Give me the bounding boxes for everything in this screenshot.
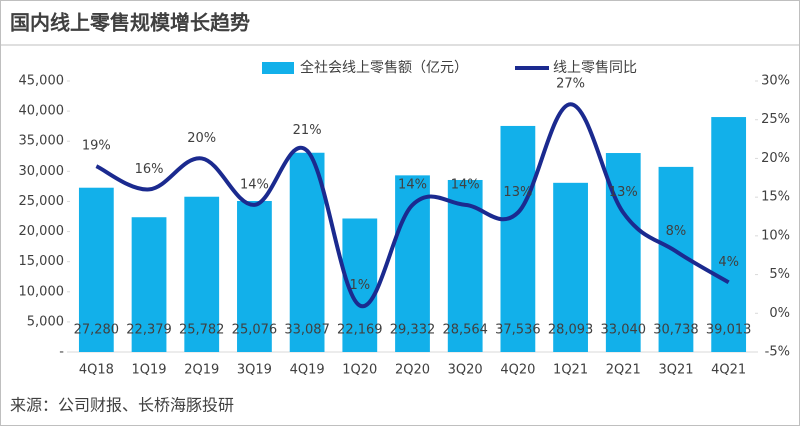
line-value-label: 14% — [240, 177, 269, 192]
bar-value-label: 28,093 — [548, 323, 594, 338]
x-tick-label: 1Q21 — [553, 363, 588, 378]
x-tick-label: 2Q19 — [184, 363, 219, 378]
line-value-label: 13% — [503, 185, 532, 200]
x-tick-label: 1Q19 — [132, 363, 167, 378]
y2-tick-label: 20% — [761, 151, 790, 166]
line-value-label: 8% — [666, 224, 687, 239]
line-value-label: 20% — [187, 131, 216, 146]
x-tick-label: 4Q20 — [500, 363, 535, 378]
bar-value-label: 27,280 — [74, 323, 120, 338]
bar — [131, 217, 167, 352]
y-tick-label: 10,000 — [19, 284, 65, 299]
y-tick-label: 20,000 — [19, 224, 65, 239]
bar-value-label: 25,076 — [232, 323, 278, 338]
legend-label: 线上零售同比 — [553, 60, 637, 76]
x-tick-label: 1Q20 — [342, 363, 377, 378]
bar-value-label: 22,169 — [337, 323, 383, 338]
line-value-label: 27% — [556, 77, 585, 92]
line — [95, 102, 730, 308]
x-tick-label: 4Q19 — [290, 363, 325, 378]
y-tick-label: 45,000 — [19, 74, 65, 89]
y2-tick-label: 25% — [761, 112, 790, 127]
x-tick-label: 2Q20 — [395, 363, 430, 378]
line-value-label: 14% — [398, 177, 427, 192]
y2-tick-label: 0% — [769, 306, 790, 321]
y2-tick-label: 5% — [769, 267, 790, 282]
legend-swatch — [262, 62, 294, 74]
y2-tick-label: 15% — [761, 190, 790, 205]
y-tick-label: 5,000 — [27, 314, 64, 329]
line-value-label: 14% — [451, 177, 480, 192]
line-value-label: 19% — [82, 139, 111, 154]
bar — [237, 200, 272, 352]
y2-tick-label: 10% — [761, 228, 790, 243]
y-tick-label: 35,000 — [19, 134, 65, 149]
bar — [711, 117, 747, 352]
x-tick-label: 3Q20 — [448, 363, 483, 378]
bar-value-label: 22,379 — [126, 323, 172, 338]
x-tick-label: 4Q18 — [79, 363, 114, 378]
y2-tick-label: 30% — [761, 74, 790, 89]
bar-value-label: 28,564 — [442, 323, 488, 338]
x-tick-label: 3Q21 — [658, 363, 693, 378]
bar — [553, 182, 588, 352]
line-value-label: 4% — [718, 255, 739, 270]
x-tick-label: 4Q21 — [711, 363, 746, 378]
x-tick-label: 2Q21 — [606, 363, 641, 378]
line-value-label: 16% — [135, 162, 164, 177]
bar — [78, 187, 114, 352]
y-tick-label: 25,000 — [19, 194, 65, 209]
y2-tick-label: -5% — [765, 345, 790, 360]
line-value-label: 21% — [293, 123, 322, 138]
y-tick-label: 15,000 — [19, 254, 65, 269]
source: 来源：公司财报、长桥海豚投研 — [10, 396, 234, 415]
bar-value-label: 33,040 — [601, 323, 647, 338]
bar-value-label: 39,013 — [706, 323, 752, 338]
bar-value-label: 29,332 — [390, 323, 436, 338]
bar-value-label: 33,087 — [284, 323, 330, 338]
x-tick-label: 3Q19 — [237, 363, 272, 378]
y-tick-label: - — [59, 345, 64, 360]
line-value-label: 13% — [609, 185, 638, 200]
line-value-label: 1% — [349, 278, 370, 293]
chart-title: 国内线上零售规模增长趋势 — [10, 11, 250, 35]
bar-value-label: 30,738 — [653, 323, 699, 338]
bar — [289, 152, 325, 352]
bar — [500, 125, 536, 353]
y-tick-label: 30,000 — [19, 164, 65, 179]
bar — [184, 196, 220, 352]
bar-value-label: 37,536 — [495, 323, 541, 338]
y-tick-label: 40,000 — [19, 104, 65, 119]
legend-label: 全社会线上零售额（亿元） — [300, 59, 468, 76]
bar-value-label: 25,782 — [179, 323, 225, 338]
